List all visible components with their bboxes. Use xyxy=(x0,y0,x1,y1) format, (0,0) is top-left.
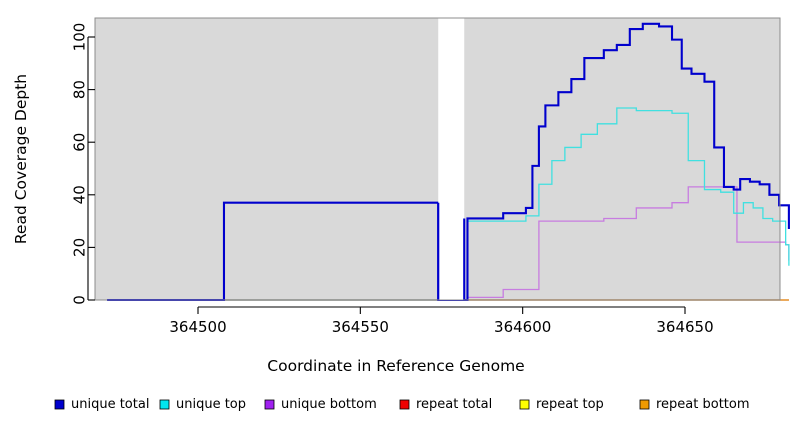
legend-label: repeat total xyxy=(416,397,492,412)
axis-layer: 0 20 40 60 80 100 364500 364550 364600 364650 xyxy=(71,23,714,336)
legend-label: unique top xyxy=(176,397,246,412)
x-tick-label: 364500 xyxy=(169,318,226,336)
legend-swatch-icon xyxy=(519,399,530,410)
y-axis-title: Read Coverage Depth xyxy=(12,74,30,244)
x-tick-label: 364650 xyxy=(656,318,713,336)
y-tick-label: 0 xyxy=(71,295,89,305)
chart-legend: unique total unique top unique bottom repea… xyxy=(54,397,750,412)
legend-swatch-icon xyxy=(54,399,65,410)
legend-swatch-icon xyxy=(159,399,170,410)
y-tick-label: 100 xyxy=(71,23,89,52)
legend-swatch-icon xyxy=(264,399,275,410)
legend-swatch-icon xyxy=(639,399,650,410)
y-tick-label: 80 xyxy=(71,80,89,99)
gap-edge-lines xyxy=(437,202,466,300)
legend-item-unique-top[interactable]: unique top xyxy=(159,397,246,412)
gap-band-rect xyxy=(438,18,465,300)
y-tick-label: 40 xyxy=(71,185,89,204)
legend-label: repeat top xyxy=(536,397,604,412)
x-axis-title: Coordinate in Reference Genome xyxy=(267,357,524,375)
legend-label: unique total xyxy=(71,397,149,412)
coverage-gap-band xyxy=(437,18,466,300)
legend-label: unique bottom xyxy=(281,397,377,412)
legend-item-repeat-top[interactable]: repeat top xyxy=(519,397,604,412)
legend-swatch-icon xyxy=(399,399,410,410)
legend-item-unique-total[interactable]: unique total xyxy=(54,397,149,412)
x-tick-label: 364600 xyxy=(494,318,551,336)
x-tick-label: 364550 xyxy=(332,318,389,336)
plot-panel-border xyxy=(94,17,781,301)
series-unique-bottom xyxy=(107,186,790,301)
y-tick-label: 60 xyxy=(71,133,89,152)
legend-item-repeat-total[interactable]: repeat total xyxy=(399,397,492,412)
legend-label: repeat bottom xyxy=(656,397,750,412)
series-unique-top xyxy=(107,107,790,301)
series-unique-total xyxy=(107,22,790,302)
legend-item-repeat-bottom[interactable]: repeat bottom xyxy=(639,397,750,412)
y-tick-label: 20 xyxy=(71,238,89,257)
legend-item-unique-bottom[interactable]: unique bottom xyxy=(264,397,377,412)
